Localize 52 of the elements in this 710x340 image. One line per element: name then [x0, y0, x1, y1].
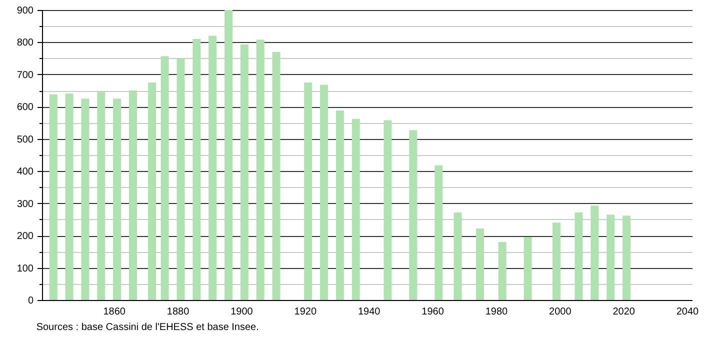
bar — [97, 92, 106, 300]
x-tick-label: 1860 — [103, 306, 126, 318]
bar — [454, 212, 462, 300]
bar — [272, 52, 280, 300]
bar — [304, 82, 312, 300]
y-tick-label: 500 — [16, 134, 34, 146]
y-tick-label: 200 — [16, 231, 34, 242]
x-tick-label: 1960 — [422, 306, 444, 318]
bar — [384, 120, 392, 300]
bar — [176, 58, 185, 300]
x-tick-label: 1880 — [166, 306, 190, 318]
bar — [128, 90, 137, 300]
y-tick-label: 600 — [16, 102, 34, 114]
bar — [224, 10, 232, 300]
y-tick-label: 900 — [16, 6, 34, 16]
bar — [320, 84, 328, 300]
bar — [524, 237, 532, 300]
x-tick-label: 1980 — [485, 306, 508, 318]
bar — [606, 214, 615, 300]
y-tick-label: 400 — [16, 166, 34, 178]
bar — [352, 118, 360, 300]
bar — [208, 36, 217, 300]
bar — [476, 228, 484, 300]
bar — [590, 206, 599, 300]
bar — [256, 40, 264, 300]
x-tick-label: 2020 — [612, 306, 636, 318]
bar — [552, 222, 560, 300]
x-tick-label: 1900 — [230, 306, 254, 318]
y-tick-label: 0 — [28, 296, 34, 306]
source-note: Sources : base Cassini de l'EHESS et base Insee. — [36, 322, 259, 333]
bar — [336, 110, 344, 300]
y-tick-label: 100 — [16, 263, 34, 274]
x-tick-label: 1940 — [358, 306, 381, 318]
y-tick-label: 800 — [16, 38, 34, 49]
bar — [192, 39, 201, 300]
bar — [409, 130, 418, 300]
bar — [148, 82, 156, 300]
bar — [113, 98, 122, 300]
bar — [434, 165, 443, 300]
bar — [622, 216, 630, 300]
bar — [81, 98, 90, 300]
y-tick-label: 700 — [16, 70, 34, 81]
bar — [160, 56, 169, 300]
x-tick-label: 2000 — [549, 306, 572, 318]
bar — [49, 94, 58, 300]
bar — [65, 93, 74, 300]
x-tick-label: 2040 — [676, 306, 700, 318]
y-tick-label: 300 — [16, 198, 34, 210]
bar — [498, 242, 506, 300]
bar — [240, 44, 248, 300]
x-tick-label: 1920 — [294, 306, 317, 318]
bar — [574, 212, 583, 300]
